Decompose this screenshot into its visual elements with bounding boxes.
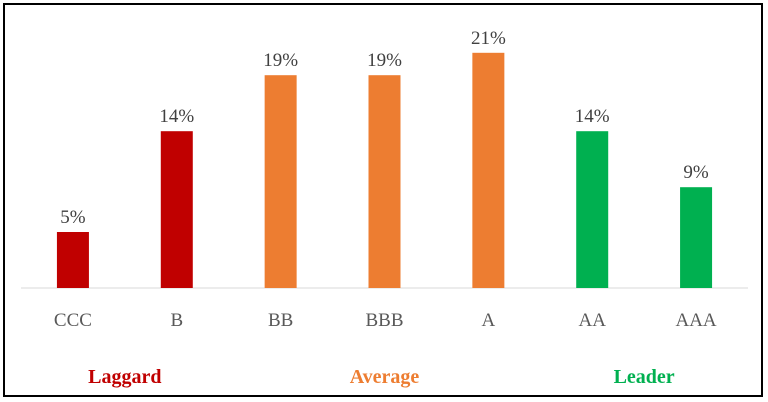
group-label-laggard: Laggard	[88, 366, 162, 388]
tick-label-ccc: CCC	[54, 310, 92, 331]
tick-label-a: A	[481, 310, 495, 331]
bar-ccc	[56, 232, 89, 288]
tick-label-aaa: AAA	[675, 310, 716, 331]
data-label-bb: 19%	[263, 50, 298, 71]
tick-label-bb: BB	[268, 310, 293, 331]
bar-bbb	[368, 75, 401, 288]
tick-label-b: B	[170, 310, 183, 331]
bar-aaa	[680, 187, 713, 288]
bar-a	[472, 52, 505, 288]
data-label-aa: 14%	[575, 106, 610, 127]
tick-label-bbb: BBB	[365, 310, 403, 331]
group-label-average: Average	[349, 366, 420, 388]
bar-b	[160, 131, 193, 288]
bar-aa	[576, 131, 609, 288]
data-label-bbb: 19%	[367, 50, 402, 71]
data-label-b: 14%	[159, 106, 194, 127]
bar-bb	[264, 75, 297, 288]
data-label-a: 21%	[471, 28, 506, 49]
group-label-leader: Leader	[613, 366, 675, 388]
data-label-ccc: 5%	[60, 207, 86, 228]
tick-label-aa: AA	[578, 310, 606, 331]
data-label-aaa: 9%	[683, 162, 709, 183]
